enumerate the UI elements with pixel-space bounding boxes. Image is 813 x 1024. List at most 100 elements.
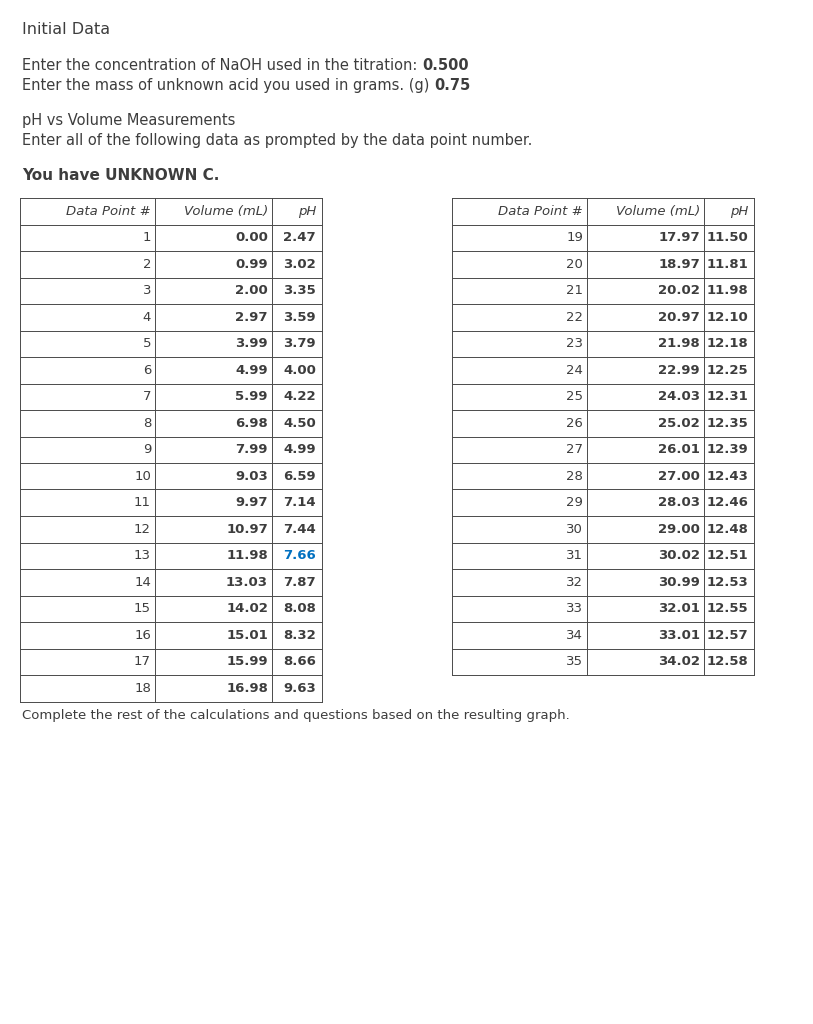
Text: 7: 7 bbox=[142, 390, 151, 403]
Text: 8: 8 bbox=[142, 417, 151, 430]
Text: 4: 4 bbox=[142, 310, 151, 324]
Text: 30.02: 30.02 bbox=[658, 549, 700, 562]
Text: 22.99: 22.99 bbox=[659, 364, 700, 377]
Text: 9: 9 bbox=[142, 443, 151, 457]
Text: 21: 21 bbox=[566, 285, 583, 297]
Text: Data Point #: Data Point # bbox=[498, 205, 583, 218]
Text: 12.18: 12.18 bbox=[706, 337, 748, 350]
Text: 10: 10 bbox=[134, 470, 151, 482]
Text: 28.03: 28.03 bbox=[658, 497, 700, 509]
Text: 19: 19 bbox=[566, 231, 583, 245]
Text: 5.99: 5.99 bbox=[236, 390, 268, 403]
Text: 15.99: 15.99 bbox=[226, 655, 268, 669]
Text: 26.01: 26.01 bbox=[659, 443, 700, 457]
Text: 7.14: 7.14 bbox=[284, 497, 316, 509]
Text: 3.79: 3.79 bbox=[284, 337, 316, 350]
Text: 15: 15 bbox=[134, 602, 151, 615]
Text: 12.43: 12.43 bbox=[706, 470, 748, 482]
Text: 13.03: 13.03 bbox=[226, 575, 268, 589]
Text: 12.25: 12.25 bbox=[706, 364, 748, 377]
Text: 12.46: 12.46 bbox=[706, 497, 748, 509]
Text: Enter the concentration of NaOH used in the titration:: Enter the concentration of NaOH used in … bbox=[22, 58, 422, 73]
Text: 15.01: 15.01 bbox=[226, 629, 268, 642]
Text: 33.01: 33.01 bbox=[658, 629, 700, 642]
Text: 7.44: 7.44 bbox=[283, 522, 316, 536]
Text: 32: 32 bbox=[566, 575, 583, 589]
Text: 13: 13 bbox=[134, 549, 151, 562]
Text: 9.03: 9.03 bbox=[235, 470, 268, 482]
Text: pH: pH bbox=[298, 205, 316, 218]
Text: 4.99: 4.99 bbox=[284, 443, 316, 457]
Text: 8.66: 8.66 bbox=[283, 655, 316, 669]
Text: 12.10: 12.10 bbox=[706, 310, 748, 324]
Text: 20.02: 20.02 bbox=[659, 285, 700, 297]
Text: 8.32: 8.32 bbox=[283, 629, 316, 642]
Text: 2.97: 2.97 bbox=[236, 310, 268, 324]
Text: 3.59: 3.59 bbox=[284, 310, 316, 324]
Text: pH: pH bbox=[729, 205, 748, 218]
Text: 16: 16 bbox=[134, 629, 151, 642]
Text: 4.22: 4.22 bbox=[284, 390, 316, 403]
Text: 4.99: 4.99 bbox=[236, 364, 268, 377]
Text: 14: 14 bbox=[134, 575, 151, 589]
Text: 11.50: 11.50 bbox=[706, 231, 748, 245]
Text: 4.50: 4.50 bbox=[283, 417, 316, 430]
Text: 27.00: 27.00 bbox=[659, 470, 700, 482]
Text: 20.97: 20.97 bbox=[659, 310, 700, 324]
Text: 17: 17 bbox=[134, 655, 151, 669]
Text: You have UNKNOWN C.: You have UNKNOWN C. bbox=[22, 168, 220, 183]
Text: 34.02: 34.02 bbox=[658, 655, 700, 669]
Text: 33: 33 bbox=[566, 602, 583, 615]
Text: 12.58: 12.58 bbox=[706, 655, 748, 669]
Text: 23: 23 bbox=[566, 337, 583, 350]
Text: 12: 12 bbox=[134, 522, 151, 536]
Text: 3.02: 3.02 bbox=[283, 258, 316, 270]
Text: 3.99: 3.99 bbox=[236, 337, 268, 350]
Text: Enter all of the following data as prompted by the data point number.: Enter all of the following data as promp… bbox=[22, 133, 533, 148]
Text: 0.75: 0.75 bbox=[434, 78, 470, 93]
Text: Enter the mass of unknown acid you used in grams. (g): Enter the mass of unknown acid you used … bbox=[22, 78, 434, 93]
Text: 35: 35 bbox=[566, 655, 583, 669]
Text: Complete the rest of the calculations and questions based on the resulting graph: Complete the rest of the calculations an… bbox=[22, 710, 570, 723]
Text: 18: 18 bbox=[134, 682, 151, 694]
Text: 14.02: 14.02 bbox=[226, 602, 268, 615]
Text: 24.03: 24.03 bbox=[658, 390, 700, 403]
Text: 12.35: 12.35 bbox=[706, 417, 748, 430]
Text: 7.66: 7.66 bbox=[283, 549, 316, 562]
Text: 3: 3 bbox=[142, 285, 151, 297]
Text: Data Point #: Data Point # bbox=[66, 205, 151, 218]
Text: pH vs Volume Measurements: pH vs Volume Measurements bbox=[22, 113, 236, 128]
Text: 25.02: 25.02 bbox=[659, 417, 700, 430]
Text: 12.57: 12.57 bbox=[706, 629, 748, 642]
Text: 2.00: 2.00 bbox=[235, 285, 268, 297]
Text: 24: 24 bbox=[566, 364, 583, 377]
Text: 27: 27 bbox=[566, 443, 583, 457]
Text: 12.48: 12.48 bbox=[706, 522, 748, 536]
Text: 6.59: 6.59 bbox=[284, 470, 316, 482]
Text: 5: 5 bbox=[142, 337, 151, 350]
Text: Initial Data: Initial Data bbox=[22, 22, 110, 37]
Text: 12.31: 12.31 bbox=[706, 390, 748, 403]
Text: 0.99: 0.99 bbox=[236, 258, 268, 270]
Text: 29.00: 29.00 bbox=[659, 522, 700, 536]
Text: 6.98: 6.98 bbox=[235, 417, 268, 430]
Text: 11: 11 bbox=[134, 497, 151, 509]
Text: 11.98: 11.98 bbox=[706, 285, 748, 297]
Text: 20: 20 bbox=[566, 258, 583, 270]
Text: 7.99: 7.99 bbox=[236, 443, 268, 457]
Text: 6: 6 bbox=[142, 364, 151, 377]
Text: 9.63: 9.63 bbox=[283, 682, 316, 694]
Text: 0.00: 0.00 bbox=[235, 231, 268, 245]
Text: 2.47: 2.47 bbox=[284, 231, 316, 245]
Text: Volume (mL): Volume (mL) bbox=[184, 205, 268, 218]
Text: 10.97: 10.97 bbox=[226, 522, 268, 536]
Text: 12.51: 12.51 bbox=[706, 549, 748, 562]
Text: 26: 26 bbox=[566, 417, 583, 430]
Text: 30.99: 30.99 bbox=[659, 575, 700, 589]
Text: 9.97: 9.97 bbox=[236, 497, 268, 509]
Text: 2: 2 bbox=[142, 258, 151, 270]
Text: 12.53: 12.53 bbox=[706, 575, 748, 589]
Text: 17.97: 17.97 bbox=[659, 231, 700, 245]
Text: 22: 22 bbox=[566, 310, 583, 324]
Text: 30: 30 bbox=[566, 522, 583, 536]
